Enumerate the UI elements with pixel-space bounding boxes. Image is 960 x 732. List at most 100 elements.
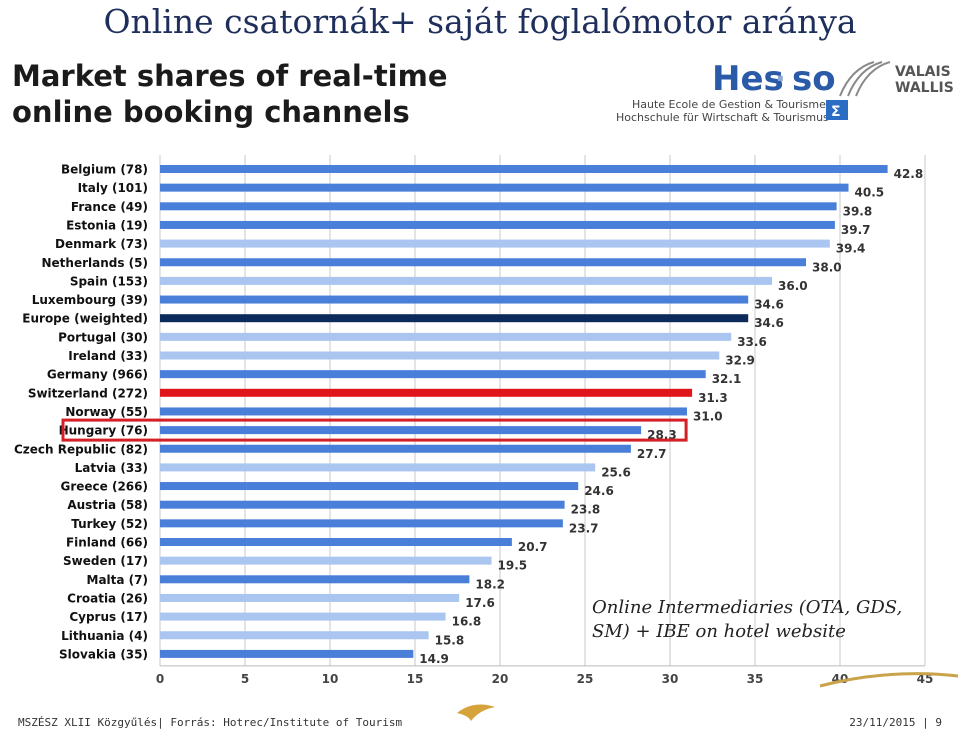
x-tick-label: 30 xyxy=(662,672,679,686)
category-label: Malta (7) xyxy=(87,573,148,587)
x-tick-label: 10 xyxy=(322,672,339,686)
category-label: Europe (weighted) xyxy=(22,312,148,326)
bird-logo-icon xyxy=(457,704,495,721)
category-label: Germany (966) xyxy=(47,368,148,382)
value-label: 27.7 xyxy=(637,447,667,461)
category-label: Greece (266) xyxy=(61,480,149,494)
category-label: Norway (55) xyxy=(65,405,148,419)
value-label: 40.5 xyxy=(855,186,885,200)
value-label: 20.7 xyxy=(518,540,548,554)
category-label: Finland (66) xyxy=(66,536,148,550)
bar xyxy=(160,444,631,453)
category-label: Portugal (30) xyxy=(58,330,148,344)
bar xyxy=(160,482,579,491)
footer-date-page: 23/11/2015 | 9 xyxy=(849,716,942,729)
value-label: 16.8 xyxy=(452,615,482,629)
footer: MSZÉSZ XLII Közgyűlés| Forrás: Hotrec/In… xyxy=(0,700,960,732)
bar xyxy=(160,575,470,584)
bar xyxy=(160,314,749,323)
bar xyxy=(160,631,429,640)
value-label: 14.9 xyxy=(419,652,449,666)
category-label: Italy (101) xyxy=(78,181,148,195)
bar xyxy=(160,593,460,602)
bars xyxy=(160,165,888,658)
bar xyxy=(160,426,642,435)
bar xyxy=(160,295,749,304)
value-label: 42.8 xyxy=(894,167,924,181)
bar xyxy=(160,463,596,472)
category-label: Hungary (76) xyxy=(59,424,148,438)
bar xyxy=(160,332,732,341)
chart-heading: Market shares of real-time online bookin… xyxy=(12,58,448,130)
value-label: 31.3 xyxy=(698,391,728,405)
chart-heading-line1: Market shares of real-time xyxy=(12,59,448,93)
value-label: 31.0 xyxy=(693,409,723,423)
logo-region-line1: VALAIS xyxy=(895,64,951,80)
decorative-swoosh xyxy=(819,672,959,688)
logo-school-line1: Haute Ecole de Gestion & Tourisme xyxy=(632,98,826,111)
bar xyxy=(160,388,693,397)
annotation-line1: Online Intermediaries (OTA, GDS, xyxy=(592,597,903,618)
bar xyxy=(160,202,837,211)
category-label: Sweden (17) xyxy=(63,554,148,568)
x-tick-label: 15 xyxy=(407,672,424,686)
category-label: Austria (58) xyxy=(67,498,148,512)
logo-region-line2: WALLIS xyxy=(895,80,954,96)
value-label: 23.8 xyxy=(571,503,601,517)
category-label: Turkey (52) xyxy=(71,517,148,531)
value-label: 32.1 xyxy=(712,372,742,386)
logo-sigma-glyph: Σ xyxy=(831,104,841,120)
x-tick-label: 45 xyxy=(917,672,934,686)
category-label: Netherlands (5) xyxy=(42,256,149,270)
category-label: Cyprus (17) xyxy=(69,610,148,624)
value-label: 23.7 xyxy=(569,521,599,535)
category-label: Lithuania (4) xyxy=(61,629,148,643)
bar xyxy=(160,370,706,379)
bar xyxy=(160,183,849,192)
chart-heading-line2: online booking channels xyxy=(12,95,410,129)
value-label: 15.8 xyxy=(435,633,465,647)
logo-brand-main: Hes xyxy=(712,59,784,99)
x-tick-label: 0 xyxy=(156,672,164,686)
x-axis-ticks: 0 5 10 15 20 25 30 35 40 45 xyxy=(156,672,934,686)
bar xyxy=(160,556,492,565)
x-tick-label: 5 xyxy=(241,672,249,686)
category-label: Croatia (26) xyxy=(67,591,148,605)
category-label: France (49) xyxy=(71,200,148,214)
value-label: 19.5 xyxy=(498,559,528,573)
footer-source: MSZÉSZ XLII Közgyűlés| Forrás: Hotrec/In… xyxy=(18,716,403,729)
value-label: 38.0 xyxy=(812,260,842,274)
category-label: Luxembourg (39) xyxy=(32,293,148,307)
bar xyxy=(160,276,772,285)
value-label: 39.8 xyxy=(843,204,873,218)
value-label: 34.6 xyxy=(754,298,784,312)
bar xyxy=(160,239,830,248)
category-label: Belgium (78) xyxy=(61,163,148,177)
logo-brand-end: so xyxy=(792,59,836,99)
annotation-line2: SM) + IBE on hotel website xyxy=(592,621,846,642)
hungary-highlight-box xyxy=(61,418,688,442)
hesso-logo: Hes · so VALAIS WALLIS Haute Ecole de Ge… xyxy=(616,59,954,124)
category-label: Latvia (33) xyxy=(75,461,148,475)
annotation: Online Intermediaries (OTA, GDS, SM) + I… xyxy=(592,596,902,644)
category-label: Slovakia (35) xyxy=(59,647,148,661)
bar xyxy=(160,258,806,267)
x-tick-label: 25 xyxy=(577,672,594,686)
value-label: 39.7 xyxy=(841,223,871,237)
category-label: Denmark (73) xyxy=(55,237,148,251)
slide-title: Online csatornák+ saját foglalómotor ará… xyxy=(103,2,857,41)
category-label: Spain (153) xyxy=(70,274,148,288)
market-share-chart: Belgium (78) Italy (101) France (49) Estoni… xyxy=(14,155,934,686)
category-label: Czech Republic (82) xyxy=(14,442,148,456)
bar xyxy=(160,649,414,658)
value-label: 34.6 xyxy=(754,316,784,330)
x-tick-label: 35 xyxy=(747,672,764,686)
value-label: 39.4 xyxy=(836,242,866,256)
category-label: Estonia (19) xyxy=(66,218,148,232)
bar xyxy=(160,519,563,528)
value-label: 32.9 xyxy=(725,354,755,368)
logo-stripes xyxy=(839,61,891,97)
category-label: Ireland (33) xyxy=(68,349,148,363)
bar xyxy=(160,165,888,173)
bar xyxy=(160,612,446,621)
